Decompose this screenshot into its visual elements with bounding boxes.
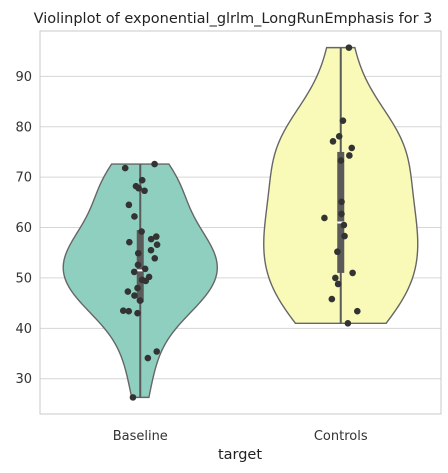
plot-frame <box>39 30 442 415</box>
y-tick-label: 70 <box>15 171 32 186</box>
data-point <box>341 232 348 240</box>
data-point <box>125 201 133 209</box>
data-point <box>141 187 148 195</box>
data-point <box>142 277 150 285</box>
data-point <box>321 214 328 222</box>
data-point <box>135 184 142 192</box>
data-point <box>121 164 129 172</box>
data-point <box>334 248 341 256</box>
data-point <box>131 213 138 220</box>
data-point <box>332 274 339 282</box>
data-point <box>134 249 142 257</box>
data-point <box>138 176 146 184</box>
data-point <box>339 117 347 124</box>
data-point <box>153 241 161 248</box>
data-point <box>144 354 152 362</box>
data-point <box>130 268 138 276</box>
data-point <box>152 233 160 240</box>
data-point <box>129 394 137 401</box>
data-point <box>126 238 133 246</box>
data-point <box>345 44 353 51</box>
x-axis-label: target <box>218 447 262 463</box>
data-point <box>337 157 345 164</box>
data-point <box>119 307 127 314</box>
data-point <box>147 235 155 243</box>
data-point <box>335 133 343 140</box>
data-point <box>328 295 336 303</box>
data-point <box>349 269 356 277</box>
data-point <box>329 138 337 145</box>
data-point <box>153 348 161 355</box>
tick-layer: 30 40 50 60 70 80 90 Baseline Controls <box>15 70 367 444</box>
y-tick-label: 90 <box>15 70 32 85</box>
data-point <box>354 307 361 315</box>
data-point <box>346 152 353 159</box>
data-point <box>348 144 356 152</box>
x-tick-label: Baseline <box>113 429 168 444</box>
data-point <box>125 307 133 315</box>
data-point <box>338 210 345 218</box>
violin-layer <box>62 46 419 399</box>
data-point <box>338 198 345 206</box>
data-point <box>134 261 142 269</box>
data-point <box>147 246 155 254</box>
data-point <box>141 265 149 273</box>
data-point <box>136 297 144 304</box>
chart-title: Violinplot of exponential_glrlm_LongRunE… <box>34 11 433 27</box>
x-tick-label: Controls <box>314 429 368 444</box>
y-tick-label: 40 <box>15 322 32 337</box>
data-point <box>151 254 159 262</box>
y-tick-label: 60 <box>15 221 32 236</box>
y-tick-label: 80 <box>15 120 32 135</box>
data-point <box>334 280 342 288</box>
data-point <box>340 221 348 229</box>
data-point <box>138 228 145 235</box>
data-point <box>151 160 158 168</box>
data-point <box>134 284 141 292</box>
data-point <box>344 319 352 327</box>
y-tick-label: 50 <box>15 271 32 286</box>
data-point <box>124 288 132 295</box>
data-point <box>134 309 141 317</box>
data-point <box>131 292 138 299</box>
point-layer <box>119 44 361 401</box>
y-tick-label: 30 <box>15 372 32 387</box>
